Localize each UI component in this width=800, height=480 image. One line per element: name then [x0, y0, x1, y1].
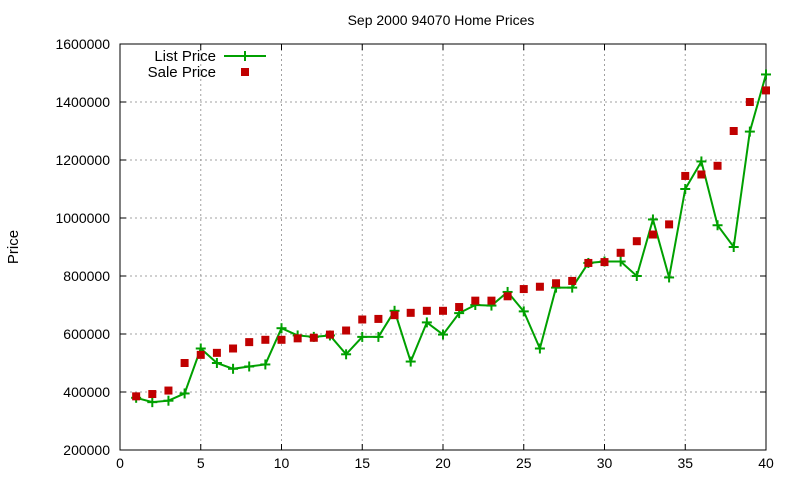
data-point-plus: [631, 271, 642, 281]
data-point-square: [342, 326, 351, 335]
data-point-square: [309, 333, 318, 342]
y-tick-label: 400000: [63, 384, 110, 400]
data-point-square: [632, 237, 641, 246]
data-point-plus: [744, 126, 755, 137]
data-point-plus: [260, 359, 271, 370]
data-point-square: [164, 386, 173, 395]
y-tick-label: 1200000: [55, 152, 110, 168]
x-tick-label: 30: [597, 455, 613, 471]
tick-labels: 0 5 10 15 20 25 30 35 40 200000 400000 600000 800000…: [55, 36, 774, 471]
data-point-plus: [534, 343, 545, 354]
series-sale-price: [132, 86, 770, 401]
data-point-plus: [761, 69, 771, 80]
data-point-square: [600, 258, 609, 267]
data-point-square: [148, 390, 157, 399]
data-point-square: [374, 314, 383, 323]
data-point-square: [616, 248, 625, 257]
data-point-square: [697, 170, 706, 179]
x-tick-label: 35: [677, 455, 693, 471]
x-tick-label: 5: [197, 455, 205, 471]
plot-frame: [119, 43, 767, 451]
data-point-plus: [373, 331, 384, 342]
series-line: [135, 74, 767, 404]
data-point-plus: [647, 214, 658, 225]
data-point-plus: [405, 356, 416, 367]
legend-label-sale-price: Sale Price: [148, 64, 216, 81]
data-point-square: [648, 230, 657, 239]
data-point-plus: [615, 256, 626, 267]
data-point-square: [196, 350, 205, 359]
y-tick-label: 1000000: [55, 210, 110, 226]
data-point-square: [358, 315, 367, 324]
data-point-square: [535, 282, 544, 291]
data-point-square: [729, 127, 738, 135]
data-point-square: [293, 334, 302, 343]
y-tick-label: 1600000: [55, 36, 110, 52]
data-point-square: [212, 348, 221, 357]
data-point-square: [584, 258, 593, 267]
x-tick-label: 10: [274, 455, 290, 471]
data-point-plus: [421, 317, 432, 328]
data-point-square: [552, 279, 561, 288]
data-point-plus: [341, 349, 352, 360]
data-point-plus: [680, 184, 691, 194]
data-point-square: [325, 330, 334, 339]
data-point-square: [180, 359, 189, 367]
data-point-square: [229, 344, 238, 353]
y-axis-label: Price: [5, 230, 22, 264]
data-point-square: [745, 98, 754, 106]
data-point-square: [261, 335, 270, 344]
data-point-square: [277, 335, 286, 344]
data-point-plus: [179, 388, 190, 399]
data-point-plus: [357, 331, 368, 342]
data-point-plus: [438, 329, 448, 340]
data-point-square: [422, 306, 431, 315]
data-point-plus: [696, 156, 707, 167]
x-tick-label: 0: [116, 455, 124, 471]
data-point-square: [390, 311, 399, 320]
data-point-plus: [228, 363, 239, 374]
data-point-plus: [147, 397, 158, 408]
legend: List Price Sale Price: [148, 48, 266, 81]
data-point-square: [406, 308, 415, 317]
y-tick-label: 1400000: [55, 94, 110, 110]
data-point-square: [503, 292, 512, 301]
x-tick-label: 20: [435, 455, 451, 471]
data-point-square: [471, 296, 480, 305]
data-point-plus: [664, 272, 675, 283]
data-point-square: [245, 338, 254, 347]
data-point-plus: [728, 242, 739, 252]
x-tick-label: 15: [354, 455, 370, 471]
data-point-square: [762, 86, 770, 95]
data-point-square: [455, 303, 464, 312]
data-point-square: [681, 171, 690, 180]
x-tick-label: 25: [516, 455, 532, 471]
data-point-plus: [276, 323, 287, 334]
data-point-square: [665, 220, 674, 229]
data-point-square: [487, 296, 496, 305]
legend-label-list-price: List Price: [154, 48, 216, 65]
data-point-square: [439, 306, 447, 315]
data-point-plus: [518, 306, 529, 317]
data-point-plus: [163, 395, 174, 406]
y-tick-label: 800000: [63, 268, 110, 284]
data-point-square: [519, 285, 528, 294]
y-tick-label: 600000: [63, 326, 110, 342]
data-point-plus: [244, 361, 255, 372]
data-point-square: [713, 161, 722, 170]
data-point-plus: [712, 220, 723, 231]
data-point-square: [568, 276, 577, 285]
y-tick-label: 200000: [63, 442, 110, 458]
chart-title: Sep 2000 94070 Home Prices: [348, 12, 535, 28]
data-point-plus: [211, 358, 222, 368]
x-tick-label: 40: [758, 455, 774, 471]
legend-marker-sale-price: [241, 68, 249, 76]
series: [131, 69, 771, 408]
data-point-square: [132, 392, 141, 401]
